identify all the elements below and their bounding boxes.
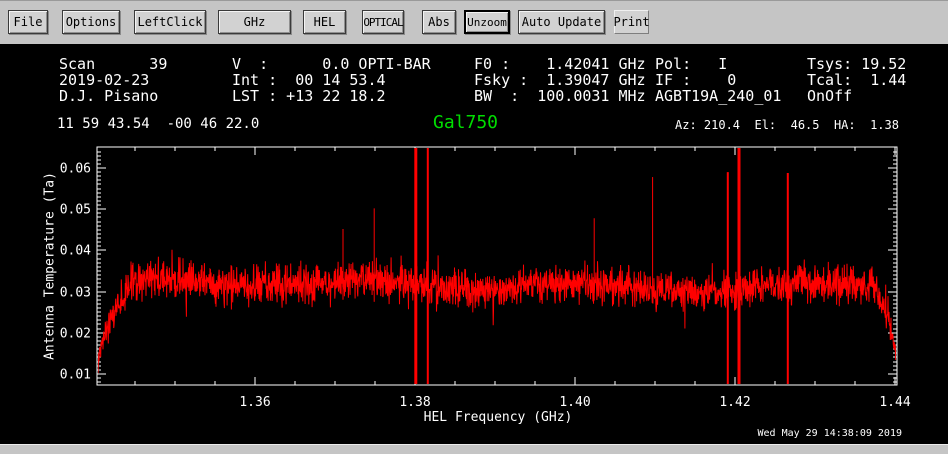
- y-tick-label: 0.01: [60, 368, 91, 383]
- tcal-value: Tcal: 1.44: [807, 71, 907, 89]
- x-tick-label: 1.44: [879, 395, 910, 410]
- tsys-value: Tsys: 19.52: [807, 55, 907, 73]
- integration-time: Int : 00 14 53.4: [232, 71, 386, 89]
- window-bottom-border: [0, 444, 948, 454]
- scan-date: 2019-02-23: [59, 71, 150, 89]
- y-tick-label: 0.05: [60, 203, 91, 218]
- f0-frequency: F0 : 1.42041 GHz: [474, 55, 646, 73]
- plot-frame: [96, 146, 898, 386]
- bandwidth: BW : 100.0031 MHz: [474, 87, 646, 105]
- if-number: IF : 0: [655, 71, 737, 89]
- y-tick-label: 0.02: [60, 327, 91, 342]
- auto-update-button[interactable]: Auto Update: [518, 10, 605, 34]
- print-button[interactable]: Print: [613, 10, 650, 34]
- scan-number: Scan 39: [59, 55, 168, 73]
- az-el-ha: Az: 210.4 El: 46.5 HA: 1.38: [675, 118, 899, 132]
- project-id: AGBT19A_240_01: [655, 87, 782, 105]
- velocity-info: V : 0.0 OPTI-BAR: [232, 55, 431, 73]
- optical-button[interactable]: OPTICAL: [362, 10, 404, 34]
- file-button[interactable]: File: [8, 10, 48, 34]
- spectrum-trace: [98, 249, 896, 374]
- lst-time: LST : +13 22 18.2: [232, 87, 386, 105]
- fsky-frequency: Fsky : 1.39047 GHz: [474, 71, 646, 89]
- unzoom-button[interactable]: Unzoom: [464, 10, 510, 34]
- y-tick-label: 0.04: [60, 244, 91, 259]
- hel-button[interactable]: HEL: [303, 10, 346, 34]
- procedure-name: OnOff: [807, 87, 853, 105]
- options-button[interactable]: Options: [62, 10, 120, 34]
- x-tick-label: 1.36: [239, 395, 270, 410]
- source-name: Gal750: [433, 112, 499, 133]
- abs-button[interactable]: Abs: [422, 10, 456, 34]
- polarization: Pol: I: [655, 55, 728, 73]
- x-axis-label: HEL Frequency (GHz): [423, 410, 573, 425]
- ghz-button[interactable]: GHz: [218, 10, 291, 34]
- x-tick-label: 1.40: [559, 395, 590, 410]
- y-axis-label: Antenna Temperature (Ta): [42, 172, 58, 360]
- ra-dec-coords: 11 59 43.54 -00 46 22.0: [57, 116, 260, 132]
- observer-name: D.J. Pisano: [59, 87, 159, 105]
- toolbar: File Options LeftClick GHz HEL OPTICAL A…: [0, 0, 948, 44]
- leftclick-button[interactable]: LeftClick: [134, 10, 206, 34]
- y-tick-label: 0.06: [60, 162, 91, 177]
- x-tick-label: 1.38: [399, 395, 430, 410]
- x-tick-label: 1.42: [719, 395, 750, 410]
- plot-timestamp: Wed May 29 14:38:09 2019: [757, 428, 903, 439]
- y-tick-label: 0.03: [60, 286, 91, 301]
